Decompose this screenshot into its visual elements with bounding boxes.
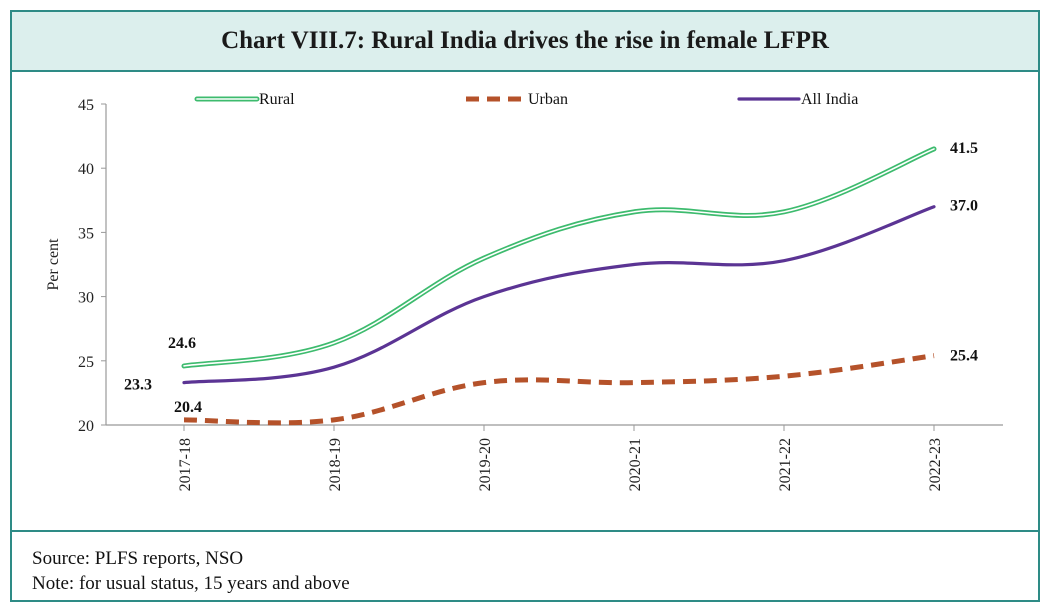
x-tick-label: 2018-19 xyxy=(327,438,344,491)
data-label-all-india: 37.0 xyxy=(950,198,978,215)
series-line-rural xyxy=(181,146,937,369)
y-tick-label: 40 xyxy=(78,161,94,178)
legend-label-all-india: All India xyxy=(801,91,858,108)
source-note: Source: PLFS reports, NSO xyxy=(32,548,244,569)
data-label-rural: 41.5 xyxy=(950,140,978,157)
series-line-rural-inner xyxy=(183,148,935,367)
series-line-all-india xyxy=(182,205,936,385)
series-line-urban xyxy=(183,353,935,426)
chart-title: Chart VIII.7: Rural India drives the ris… xyxy=(221,27,829,54)
usage-note: Note: for usual status, 15 years and abo… xyxy=(32,573,350,594)
legend-label-rural: Rural xyxy=(259,91,295,108)
y-axis-label: Per cent xyxy=(45,238,62,291)
data-label-urban: 20.4 xyxy=(174,399,202,416)
legend-label-urban: Urban xyxy=(528,91,568,108)
y-tick-label: 45 xyxy=(78,97,94,114)
y-tick-label: 25 xyxy=(78,354,94,371)
chart-footer: Source: PLFS reports, NSO Note: for usua… xyxy=(12,530,1038,602)
x-tick-label: 2021-22 xyxy=(777,438,794,491)
x-tick-label: 2020-21 xyxy=(627,438,644,491)
title-bar: Chart VIII.7: Rural India drives the ris… xyxy=(12,12,1038,72)
data-label-all-india: 23.3 xyxy=(124,377,152,394)
y-tick-label: 20 xyxy=(78,418,94,435)
x-tick-label: 2019-20 xyxy=(477,438,494,491)
x-tick-label: 2022-23 xyxy=(927,438,944,491)
chart-frame: Chart VIII.7: Rural India drives the ris… xyxy=(10,10,1040,602)
y-tick-label: 30 xyxy=(78,290,94,307)
x-tick-label: 2017-18 xyxy=(177,438,194,491)
data-label-urban: 25.4 xyxy=(950,348,978,365)
y-tick-label: 35 xyxy=(78,225,94,242)
data-label-rural: 24.6 xyxy=(168,335,196,352)
